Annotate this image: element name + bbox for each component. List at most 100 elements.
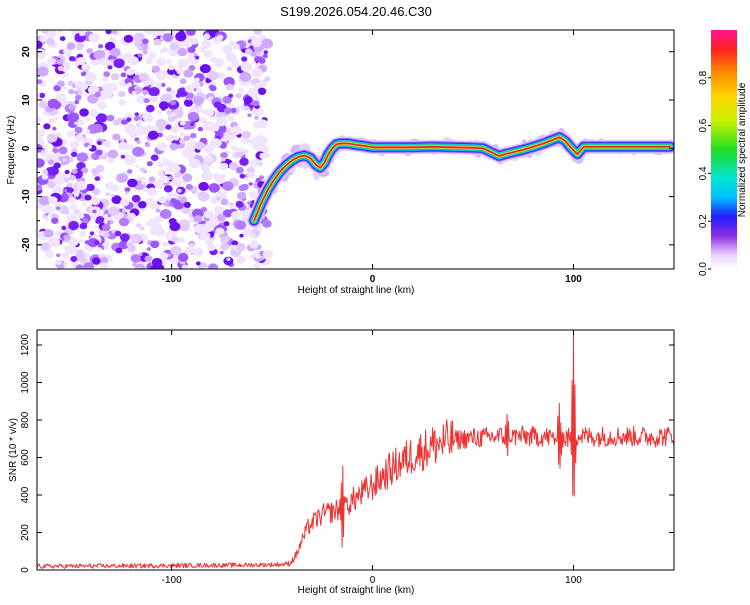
noise-speckle — [74, 99, 80, 105]
noise-speckle — [85, 117, 91, 122]
noise-speckle — [179, 78, 187, 85]
noise-speckle — [193, 215, 203, 223]
noise-speckle — [249, 137, 260, 146]
noise-speckle — [231, 60, 240, 68]
noise-speckle — [160, 252, 169, 260]
noise-speckle — [118, 80, 125, 87]
noise-speckle — [220, 73, 226, 78]
noise-speckle — [178, 219, 190, 229]
noise-speckle — [248, 182, 253, 186]
noise-speckle — [235, 166, 244, 174]
noise-speckle — [118, 141, 128, 150]
noise-speckle — [56, 206, 61, 211]
noise-speckle — [55, 259, 62, 266]
noise-speckle — [69, 140, 80, 149]
noise-speckle — [75, 264, 84, 269]
noise-speckle — [220, 235, 230, 244]
noise-speckle — [76, 42, 85, 49]
noise-speckle — [236, 243, 246, 252]
noise-speckle — [101, 223, 111, 232]
noise-speckle — [256, 135, 268, 146]
noise-speckle — [173, 135, 180, 141]
noise-speckle — [134, 87, 143, 94]
noise-speckle — [239, 173, 246, 179]
noise-speckle — [204, 156, 210, 162]
noise-speckle — [142, 38, 149, 45]
noise-speckle — [136, 223, 142, 228]
noise-speckle — [258, 57, 266, 64]
snr-x-axis-label: Height of straight line (km) — [298, 585, 415, 596]
noise-speckle — [139, 226, 145, 231]
snr-frame — [36, 329, 675, 571]
noise-speckle — [81, 63, 91, 72]
noise-speckle — [187, 46, 196, 54]
noise-speckle — [237, 191, 247, 200]
noise-speckle — [74, 81, 84, 89]
noise-speckle — [150, 240, 160, 249]
noise-speckle — [67, 80, 74, 86]
noise-speckle — [68, 174, 76, 181]
noise-speckle — [145, 142, 151, 148]
noise-speckle — [228, 162, 239, 171]
noise-speckle — [40, 242, 51, 252]
noise-speckle — [177, 188, 182, 193]
noise-speckle — [183, 201, 191, 208]
noise-speckle — [240, 62, 252, 73]
noise-speckle — [85, 129, 90, 133]
noise-speckle — [160, 93, 172, 104]
noise-speckle — [114, 230, 122, 237]
noise-speckle — [71, 169, 78, 174]
noise-speckle — [169, 222, 181, 232]
noise-speckle — [37, 117, 42, 123]
noise-speckle — [81, 167, 89, 174]
noise-speckle — [204, 210, 214, 219]
noise-speckle — [147, 187, 157, 196]
noise-speckle — [240, 183, 249, 191]
noise-speckle — [37, 93, 40, 98]
noise-speckle — [47, 98, 59, 109]
noise-speckle — [253, 30, 263, 35]
noise-speckle — [46, 37, 55, 46]
noise-speckle — [60, 252, 70, 259]
noise-speckle — [93, 49, 106, 60]
noise-speckle — [179, 197, 187, 204]
noise-speckle — [70, 151, 78, 158]
noise-speckle — [111, 195, 122, 205]
noise-speckle — [124, 153, 130, 159]
spectrogram-x-tick-label: -100 — [162, 274, 182, 285]
noise-speckle — [142, 187, 149, 193]
noise-speckle — [222, 95, 232, 104]
noise-speckle — [84, 194, 92, 201]
noise-speckle — [169, 100, 177, 106]
noise-speckle — [126, 117, 132, 122]
noise-speckle — [66, 182, 73, 188]
chart-title: S199.2026.054.20.46.C30 — [280, 4, 432, 19]
noise-speckle — [244, 96, 253, 104]
noise-speckle — [157, 132, 164, 138]
noise-speckle — [79, 257, 88, 264]
noise-speckle — [208, 183, 220, 193]
noise-speckle — [76, 152, 88, 162]
noise-speckle — [136, 123, 141, 127]
noise-speckle — [134, 263, 146, 269]
noise-speckle — [165, 124, 172, 130]
noise-speckle — [110, 73, 120, 81]
noise-speckle — [39, 92, 46, 99]
snr-y-tick-label: 200 — [20, 524, 31, 541]
noise-speckle — [116, 173, 128, 183]
noise-speckle — [46, 180, 56, 189]
colorbar: 0.0 0.2 0.4 0.6 0.8 Normalized spectral ampl… — [698, 30, 748, 276]
noise-speckle — [97, 101, 107, 110]
noise-speckle — [179, 120, 186, 126]
noise-speckle — [225, 52, 237, 63]
noise-speckle — [225, 140, 230, 144]
noise-speckle — [190, 132, 197, 139]
noise-speckle — [107, 65, 113, 70]
noise-speckle — [150, 265, 158, 269]
noise-speckle — [195, 87, 203, 94]
noise-speckle — [165, 58, 173, 65]
noise-speckle — [79, 222, 88, 230]
